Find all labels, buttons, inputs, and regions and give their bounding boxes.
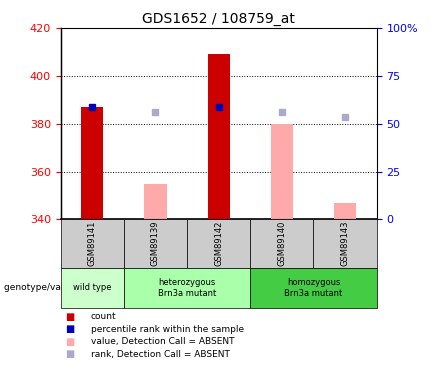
- Text: value, Detection Call = ABSENT: value, Detection Call = ABSENT: [91, 337, 234, 346]
- Text: ■: ■: [65, 349, 74, 359]
- Title: GDS1652 / 108759_at: GDS1652 / 108759_at: [142, 12, 295, 26]
- Text: ■: ■: [65, 312, 74, 322]
- Text: GSM89143: GSM89143: [341, 221, 349, 267]
- Text: GSM89140: GSM89140: [278, 221, 286, 266]
- Text: GSM89142: GSM89142: [214, 221, 223, 266]
- Bar: [271, 124, 293, 219]
- Text: genotype/variation ▶: genotype/variation ▶: [4, 284, 100, 292]
- Text: count: count: [91, 312, 116, 321]
- Bar: [207, 54, 230, 219]
- Text: GSM89139: GSM89139: [151, 221, 160, 267]
- Text: wild type: wild type: [73, 284, 111, 292]
- Text: homozygous
Brn3a mutant: homozygous Brn3a mutant: [284, 278, 343, 297]
- Text: ■: ■: [65, 337, 74, 346]
- Bar: [81, 107, 103, 219]
- Bar: [334, 202, 356, 219]
- Text: rank, Detection Call = ABSENT: rank, Detection Call = ABSENT: [91, 350, 230, 358]
- Text: ■: ■: [65, 324, 74, 334]
- Text: heterozygous
Brn3a mutant: heterozygous Brn3a mutant: [158, 278, 216, 297]
- Text: GSM89141: GSM89141: [88, 221, 97, 266]
- Bar: [144, 183, 167, 219]
- Text: percentile rank within the sample: percentile rank within the sample: [91, 325, 244, 334]
